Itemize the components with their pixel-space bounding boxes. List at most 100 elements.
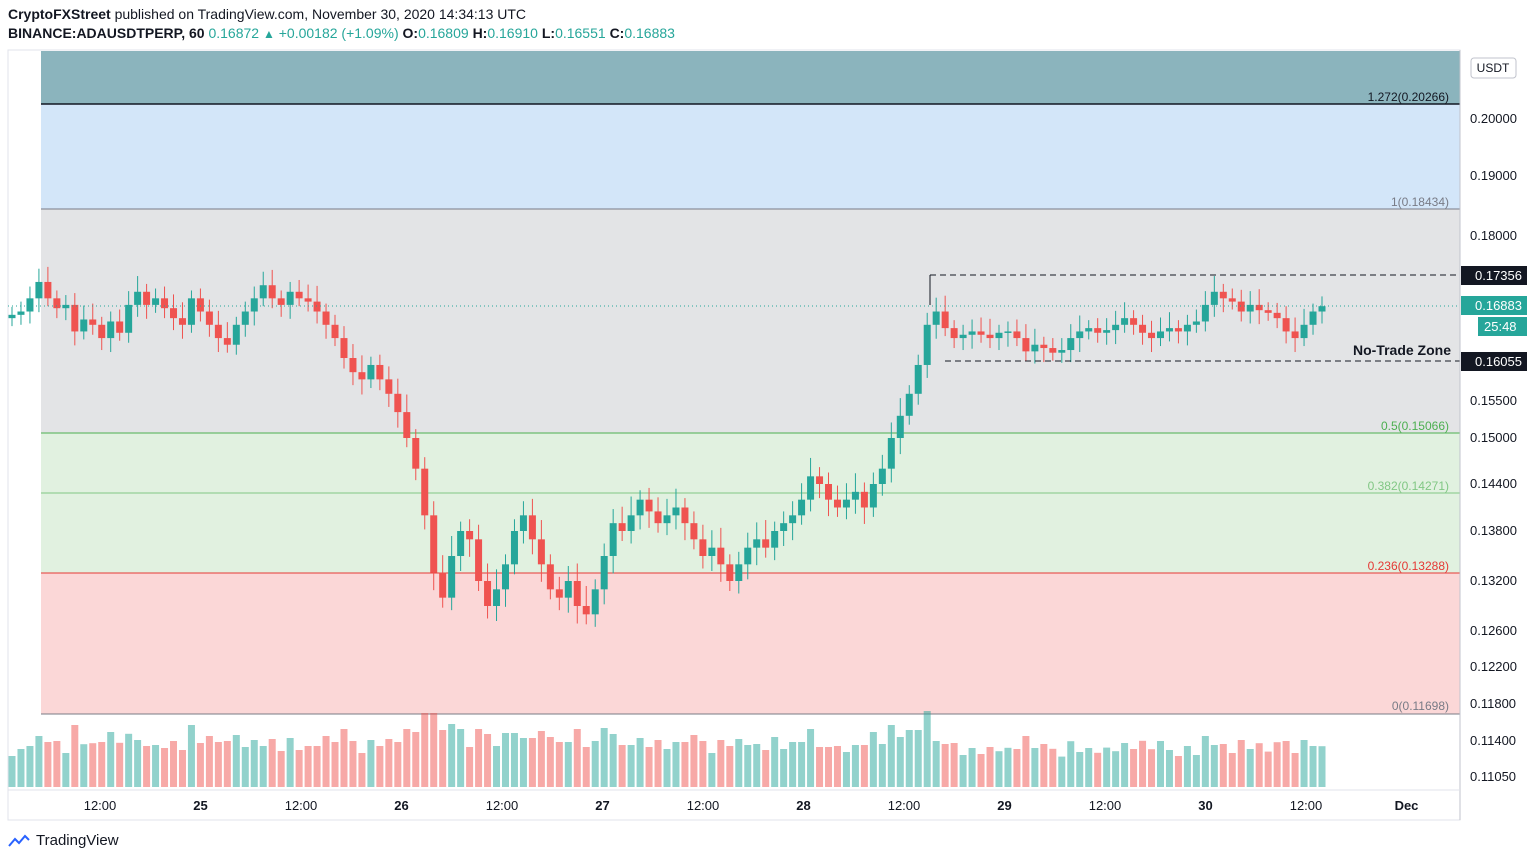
volume-bar xyxy=(98,742,106,787)
close-value: 0.16883 xyxy=(624,25,675,41)
currency-button[interactable] xyxy=(1470,57,1517,79)
volume-bar xyxy=(178,750,186,787)
candle-body xyxy=(1085,328,1093,332)
volume-bar xyxy=(116,742,124,787)
candle-body xyxy=(681,507,689,524)
candle-body xyxy=(1130,318,1138,325)
volume-bar xyxy=(968,748,976,787)
volume-bar xyxy=(277,751,285,787)
y-tick-label-4: 0.15000 xyxy=(1470,430,1517,445)
volume-bar xyxy=(223,741,231,787)
candle-body xyxy=(116,321,124,333)
candle-body xyxy=(331,324,339,339)
candle-body xyxy=(98,324,106,339)
volume-bar xyxy=(493,746,501,787)
volume-bar xyxy=(1076,752,1084,787)
candle-body xyxy=(161,298,169,309)
volume-bar xyxy=(842,752,850,787)
candle-body xyxy=(1076,331,1084,339)
candle-body xyxy=(89,319,97,325)
x-tick-label-13: Dec xyxy=(1395,798,1419,813)
candle-body xyxy=(232,324,240,345)
candle-body xyxy=(403,412,411,438)
volume-bar xyxy=(860,745,868,787)
candle-body xyxy=(313,301,321,312)
candle-body xyxy=(187,298,195,325)
up-arrow-icon: ▲ xyxy=(262,27,275,41)
candle-body xyxy=(905,393,913,416)
volume-bar xyxy=(250,740,258,787)
candle-body xyxy=(1246,304,1254,312)
candle-body xyxy=(842,499,850,508)
x-tick-label-4: 12:00 xyxy=(486,798,519,813)
volume-bar xyxy=(466,747,474,787)
volume-bar xyxy=(1318,746,1326,787)
volume-bar xyxy=(1174,756,1182,787)
volume-bar xyxy=(107,732,115,787)
candle-body xyxy=(959,334,967,339)
candle-body xyxy=(484,581,492,606)
candle-body xyxy=(430,515,438,573)
x-tick-label-0: 12:00 xyxy=(84,798,117,813)
x-tick-label-6: 12:00 xyxy=(687,798,720,813)
candle-body xyxy=(618,523,626,531)
publisher-name[interactable]: CryptoFXStreet xyxy=(8,6,111,22)
volume-bar xyxy=(1201,736,1209,787)
candle-body xyxy=(178,318,186,325)
fib-zone-gray xyxy=(41,209,1460,433)
volume-bar xyxy=(53,741,61,787)
volume-bar xyxy=(1067,741,1075,787)
candle-body xyxy=(807,476,815,500)
candle-body xyxy=(1067,338,1075,351)
candle-body xyxy=(214,324,222,339)
volume-bar xyxy=(726,746,734,787)
volume-bar xyxy=(89,743,97,787)
currency-label: USDT xyxy=(1477,61,1510,75)
symbol-name[interactable]: BINANCE:ADAUSDTPERP, 60 xyxy=(8,25,205,41)
volume-bar xyxy=(744,745,752,787)
close-label: C: xyxy=(609,25,625,41)
candle-body xyxy=(1040,344,1048,349)
candle-body xyxy=(1219,291,1227,299)
candle-body xyxy=(672,507,680,516)
volume-bar xyxy=(914,730,922,787)
x-axis-ticks: 12:00 25 12:00 26 12:00 27 12:00 28 12:00 29 12:00… xyxy=(84,798,1419,813)
brand-name[interactable]: TradingView xyxy=(36,832,119,849)
y-tick-label-11: 0.11400 xyxy=(1470,733,1516,748)
candle-body xyxy=(107,321,115,339)
volume-bar xyxy=(170,741,178,787)
candle-body xyxy=(286,291,294,305)
x-tick-label-3: 26 xyxy=(394,798,408,813)
candle-body xyxy=(268,285,276,299)
volume-bar xyxy=(349,741,357,787)
y-tick-label-0: 0.20000 xyxy=(1470,111,1517,126)
volume-bar xyxy=(672,742,680,787)
volume-bar xyxy=(1165,750,1173,787)
candle-body xyxy=(385,379,393,394)
candle-body xyxy=(1309,311,1317,325)
volume-bar xyxy=(358,753,366,787)
candle-body xyxy=(1174,328,1182,332)
candle-body xyxy=(573,581,581,606)
candle-body xyxy=(134,291,142,305)
fib-label-05: 0.5(0.15066) xyxy=(1381,419,1449,433)
volume-bar xyxy=(878,744,886,787)
volume-bar xyxy=(510,733,518,787)
candle-body xyxy=(950,328,958,339)
publish-line: CryptoFXStreet published on TradingView.… xyxy=(8,6,526,22)
volume-bar xyxy=(798,742,806,787)
volume-bar xyxy=(268,739,276,787)
volume-bar xyxy=(412,732,420,787)
candle-body xyxy=(878,468,886,484)
volume-bar xyxy=(851,745,859,787)
volume-bar xyxy=(1148,749,1156,787)
fib-label-0: 0(0.11698) xyxy=(1392,699,1449,713)
volume-bar xyxy=(555,742,563,787)
volume-bar xyxy=(896,737,904,787)
candle-body xyxy=(825,484,833,500)
volume-bar xyxy=(905,730,913,787)
volume-bar xyxy=(1094,752,1102,787)
y-tick-label-7: 0.13200 xyxy=(1470,573,1517,588)
candle-body xyxy=(8,314,16,319)
